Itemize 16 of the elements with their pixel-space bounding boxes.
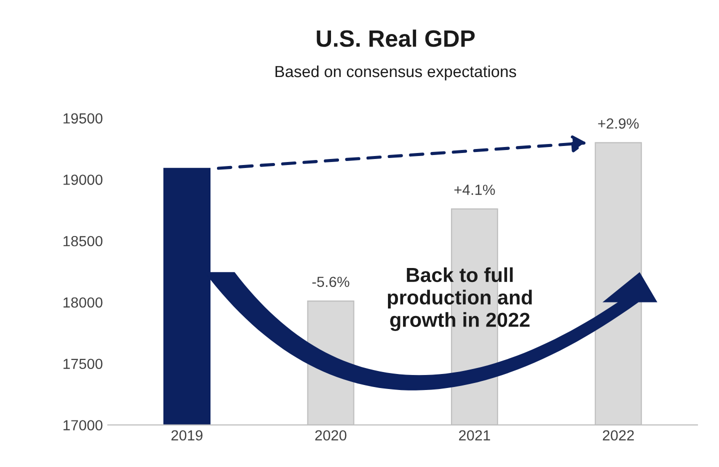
annotation: -5.6% [312, 276, 350, 288]
x-tick-label: 2021 [459, 430, 490, 441]
y-tick-label: 17500 [64, 358, 102, 370]
x-tick-label: 2022 [602, 430, 634, 441]
x-tick-label: 2019 [171, 430, 202, 441]
annotation: Back to full production and growth in 2022 [388, 267, 532, 332]
chart-title: U.S. Real GDP [316, 30, 475, 47]
y-tick-label: 17000 [64, 420, 102, 430]
x-tick-label: 2020 [315, 430, 346, 441]
y-tick-label: 19500 [64, 113, 102, 124]
chart-subtitle: Based on consensus expectations [276, 65, 516, 80]
y-tick-label: 19000 [64, 174, 102, 185]
annotation: +2.9% [598, 118, 639, 129]
annotation: +4.1% [454, 184, 495, 195]
y-tick-label: 18500 [64, 236, 102, 246]
y-tick-label: 18000 [64, 297, 102, 308]
